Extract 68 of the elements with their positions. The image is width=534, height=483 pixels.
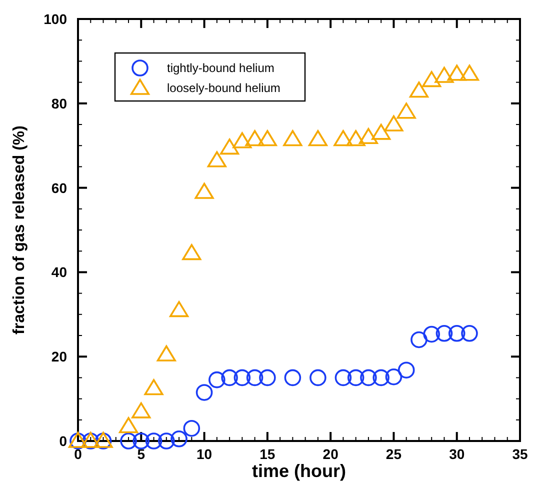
point <box>372 124 391 140</box>
point <box>145 432 162 450</box>
point <box>144 379 164 396</box>
point <box>156 345 176 362</box>
point <box>183 420 200 437</box>
point <box>447 64 466 81</box>
y-tick-label: 20 <box>51 348 68 365</box>
point <box>132 432 150 450</box>
point <box>220 138 240 155</box>
point <box>196 384 213 401</box>
x-tick-label: 20 <box>322 446 339 462</box>
point <box>221 369 238 386</box>
point <box>346 130 366 146</box>
point <box>194 182 214 199</box>
point <box>308 130 328 146</box>
point <box>347 369 364 386</box>
point <box>423 326 440 343</box>
point <box>461 325 478 342</box>
point <box>396 102 416 119</box>
point <box>410 331 428 348</box>
point <box>234 369 251 386</box>
y-tick-label: 80 <box>51 95 68 112</box>
point <box>120 432 137 450</box>
point <box>448 325 466 342</box>
point <box>283 130 302 146</box>
point <box>259 369 276 386</box>
point <box>158 432 175 450</box>
y-tick-label: 40 <box>51 264 68 280</box>
point <box>208 371 226 388</box>
x-tick-label: 0 <box>74 446 82 462</box>
x-tick-label: 30 <box>449 446 465 462</box>
y-axis-title: fraction of gas released (%) <box>11 126 28 334</box>
y-tick-label: 0 <box>59 433 68 449</box>
point <box>334 369 352 386</box>
point <box>422 71 442 88</box>
point <box>360 369 377 386</box>
x-tick-label: 35 <box>512 446 528 462</box>
point <box>232 132 252 148</box>
x-tick-label: 15 <box>260 446 276 462</box>
point <box>246 369 264 386</box>
point <box>118 417 138 434</box>
point <box>258 130 277 146</box>
point <box>284 369 302 386</box>
point <box>436 325 453 342</box>
point <box>385 368 402 386</box>
point <box>384 115 404 132</box>
y-tick-label: 100 <box>44 11 68 27</box>
x-axis-title: time (hour) <box>252 461 346 481</box>
point <box>372 369 390 386</box>
point <box>182 244 202 260</box>
point <box>334 130 353 146</box>
point <box>132 402 151 418</box>
x-tick-label: 10 <box>196 446 212 462</box>
point <box>170 301 189 318</box>
x-tick-label: 5 <box>137 446 146 462</box>
point <box>409 82 428 98</box>
point <box>358 128 378 144</box>
point <box>460 64 480 81</box>
point <box>207 151 226 168</box>
point <box>310 369 326 386</box>
point <box>245 130 264 146</box>
legend-label: tightly-bound helium <box>167 61 274 75</box>
point <box>434 66 454 83</box>
legend-label: loosely-bound helium <box>167 81 280 95</box>
point <box>398 362 415 378</box>
point <box>170 430 188 448</box>
x-tick-label: 25 <box>386 446 402 462</box>
y-tick-label: 60 <box>51 180 68 196</box>
